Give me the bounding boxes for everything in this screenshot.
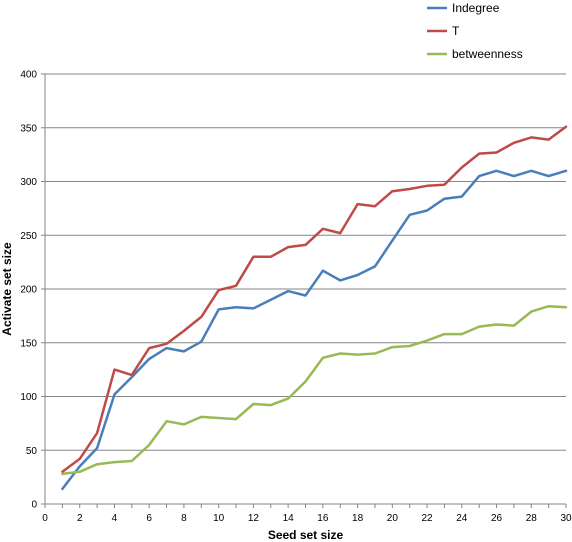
x-tick-label: 22 — [422, 513, 434, 524]
y-tick-label: 50 — [26, 446, 38, 457]
x-tick-label: 30 — [560, 513, 572, 524]
y-tick-label: 300 — [20, 177, 37, 188]
x-tick-label: 20 — [387, 513, 399, 524]
series-lines — [61, 125, 568, 491]
x-tick-label: 28 — [526, 513, 538, 524]
x-tick-label: 4 — [112, 513, 118, 524]
y-tick-label: 400 — [20, 70, 37, 81]
y-tick-label: 250 — [20, 231, 37, 242]
y-tick-label: 150 — [20, 338, 37, 349]
x-axis-tick-labels: 0 2 4 6 8 10 12 14 16 18 20 22 24 26 28 30 — [42, 513, 572, 524]
series-line-t — [61, 125, 568, 474]
x-tick-label: 14 — [283, 513, 295, 524]
x-tick-label: 26 — [491, 513, 503, 524]
x-axis-title: Seed set size — [268, 528, 344, 542]
x-tick-label: 8 — [181, 513, 187, 524]
legend-label: betweenness — [452, 47, 523, 61]
y-axis-tick-labels: 0 50 100 150 200 250 300 350 400 — [20, 70, 37, 511]
x-tick-label: 16 — [317, 513, 329, 524]
x-tick-label: 2 — [77, 513, 83, 524]
legend-label: Indegree — [452, 1, 500, 15]
x-tick-label: 12 — [248, 513, 260, 524]
series-line-indegree — [61, 169, 568, 491]
y-tick-label: 350 — [20, 123, 37, 134]
x-tick-label: 10 — [213, 513, 225, 524]
series-line-betweenness — [61, 304, 568, 476]
y-axis-title: Activate set size — [0, 242, 14, 336]
y-tick-label: 200 — [20, 285, 37, 296]
legend-label: T — [452, 24, 460, 38]
x-tick-label: 0 — [42, 513, 48, 524]
x-tick-label: 24 — [456, 513, 468, 524]
y-tick-label: 0 — [31, 500, 37, 511]
axes — [41, 73, 567, 508]
y-tick-label: 100 — [20, 392, 37, 403]
x-tick-label: 6 — [146, 513, 152, 524]
x-tick-label: 18 — [352, 513, 364, 524]
gridlines — [45, 73, 566, 451]
